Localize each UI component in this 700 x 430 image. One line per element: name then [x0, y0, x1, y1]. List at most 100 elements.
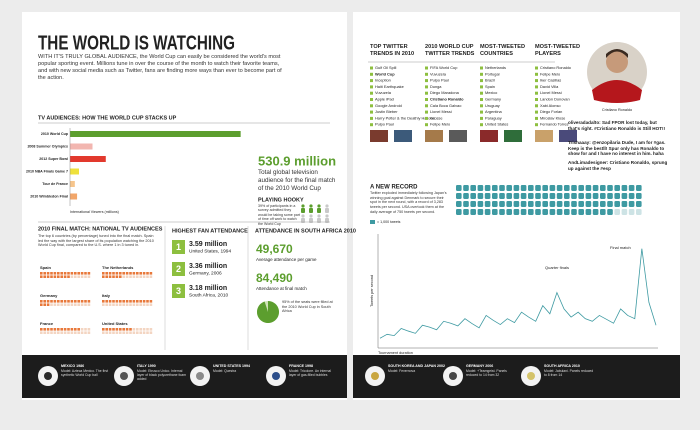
waffle-cell — [636, 193, 642, 199]
waffle-cell — [484, 185, 491, 191]
ball-name: MEXICO 1986 — [61, 364, 84, 368]
grid-cell — [129, 328, 132, 331]
person-head — [317, 204, 321, 208]
list-item: Diego Forlan — [540, 109, 562, 114]
grid-cell — [129, 272, 132, 275]
column-heading: 2010 WORLD CUP TWITTER TRENDS — [425, 44, 474, 57]
waffle-cell — [614, 185, 620, 191]
waffle-cell — [484, 209, 491, 215]
waffle-cell — [499, 209, 505, 215]
grid-cell — [87, 331, 91, 334]
list-marker — [480, 91, 483, 95]
list-marker — [370, 66, 373, 70]
country-label: Germany — [40, 293, 58, 298]
list-item: Mexico — [485, 90, 497, 95]
grid-cell — [57, 275, 60, 278]
country-label: United States — [102, 321, 128, 326]
list-marker — [425, 104, 428, 108]
person-head — [325, 204, 329, 208]
grid-cell — [63, 275, 67, 278]
ball-name: FRANCE 1998 — [289, 364, 313, 368]
column-heading: MOST-TWEETED PLAYERS — [535, 44, 580, 57]
waffle-cell — [477, 193, 484, 199]
title: THE WORLD IS WATCHING — [38, 32, 235, 54]
grid-cell — [136, 331, 139, 334]
grid-cell — [139, 300, 142, 303]
grid-cell — [80, 272, 84, 275]
grid-cell — [46, 331, 50, 334]
waffle-cell — [520, 209, 527, 215]
grid-cell — [87, 300, 91, 303]
waffle-cell — [556, 193, 563, 199]
list-item: Diego Maradona — [430, 90, 460, 95]
grid-cell — [40, 328, 43, 331]
grid-cell — [80, 300, 84, 303]
grid-cell — [132, 328, 136, 331]
grid-cell — [77, 328, 80, 331]
fan-number: 3.36 million — [189, 263, 227, 270]
grid-cell — [139, 272, 142, 275]
list-item: Gulf Oil Spill — [375, 65, 397, 70]
list-marker — [425, 72, 428, 76]
photo-face — [606, 51, 628, 73]
grid-cell — [108, 331, 112, 334]
grid-cell — [50, 328, 53, 331]
grid-cell — [102, 303, 105, 306]
list-item: FIFA World Cup — [430, 65, 457, 70]
grid-cell — [53, 328, 57, 331]
thumb — [535, 130, 553, 142]
grid-cell — [87, 272, 91, 275]
grid-cell — [129, 300, 132, 303]
grid-cell — [108, 275, 112, 278]
grid-cell — [50, 303, 53, 306]
waffle-cell — [607, 193, 613, 199]
grid-cell — [149, 331, 153, 334]
list-item: Justin Bieber — [375, 109, 398, 114]
bar-label: 2008 Summer Olympics — [27, 144, 68, 148]
waffle-cell — [578, 185, 584, 191]
grid-cell — [125, 303, 129, 306]
grid-cell — [80, 303, 84, 306]
waffle-cell — [535, 185, 541, 191]
waffle-cell — [585, 209, 592, 215]
waffle-cell — [592, 185, 599, 191]
grid-cell — [112, 300, 115, 303]
grid-cell — [146, 300, 149, 303]
legend-swatch — [370, 220, 375, 224]
list-item: Vuvuzela — [375, 90, 392, 95]
ball-name: SOUTH KOREA AND JAPAN 2002 — [388, 364, 445, 368]
grid-cell — [43, 272, 46, 275]
thumb — [425, 130, 443, 142]
grid-cell — [119, 303, 122, 306]
big-number: 530.9 million — [258, 153, 336, 168]
grid-cell — [84, 300, 87, 303]
waffle-cell — [484, 193, 491, 199]
waffle-cell — [513, 209, 520, 215]
waffle-cell — [571, 201, 577, 207]
waffle-cell — [628, 201, 635, 207]
waffle-cell — [564, 193, 570, 199]
grid-cell — [146, 331, 149, 334]
grid-cell — [46, 303, 50, 306]
grid-cell — [125, 300, 129, 303]
grid-cell — [57, 331, 60, 334]
list-marker — [370, 98, 373, 101]
grid-cell — [132, 331, 136, 334]
grid-cell — [136, 275, 139, 278]
list-item: Inception — [375, 78, 391, 83]
column-heading-text: MOST-TWEETED COUNTRIES — [480, 44, 526, 57]
tweet-line — [379, 248, 657, 339]
grid-cell — [108, 300, 112, 303]
list-marker — [425, 85, 428, 89]
grid-cell — [53, 300, 57, 303]
ball-pattern — [196, 372, 204, 380]
waffle-cell — [456, 185, 462, 191]
waffle-cell — [578, 209, 584, 215]
ball-pattern — [527, 372, 535, 380]
grid-cell — [142, 331, 146, 334]
grid-cell — [139, 331, 142, 334]
grid-cell — [115, 275, 119, 278]
list-marker — [535, 66, 538, 70]
grid-cell — [142, 300, 146, 303]
